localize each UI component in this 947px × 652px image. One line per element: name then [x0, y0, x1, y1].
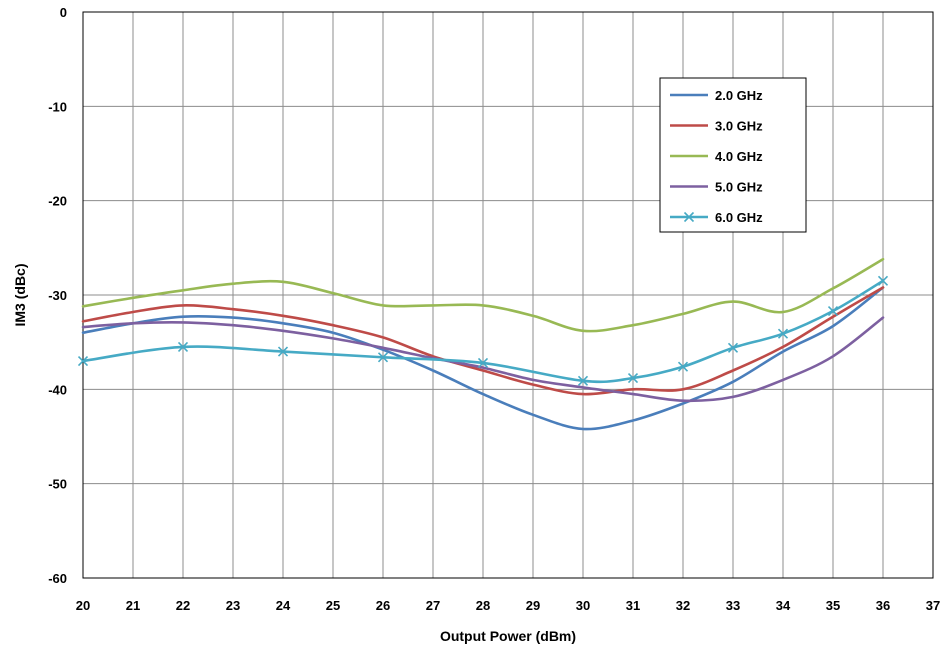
x-tick-label: 27	[426, 598, 440, 613]
x-tick-label: 35	[826, 598, 840, 613]
series-marker-6-0-ghz	[577, 375, 589, 386]
y-tick-label: 0	[60, 5, 67, 20]
x-tick-label: 37	[926, 598, 940, 613]
x-tick-label: 28	[476, 598, 490, 613]
series-line-5-0-ghz	[81, 316, 885, 403]
series-marker-6-0-ghz	[177, 341, 189, 352]
series-line-4-0-ghz	[81, 257, 885, 333]
legend-label: 6.0 GHz	[715, 210, 763, 225]
y-tick-label: -30	[48, 288, 67, 303]
x-tick-label: 31	[626, 598, 640, 613]
series-line-2-0-ghz	[81, 286, 885, 431]
x-tick-label: 29	[526, 598, 540, 613]
series-marker-6-0-ghz	[627, 372, 639, 384]
x-tick-label: 22	[176, 598, 190, 613]
y-tick-label: -40	[48, 382, 67, 397]
legend-item-3-0-ghz: 3.0 GHz	[670, 119, 763, 134]
legend-item-5-0-ghz: 5.0 GHz	[670, 180, 763, 195]
x-tick-label: 23	[226, 598, 240, 613]
legend-item-6-0-ghz: 6.0 GHz	[670, 210, 763, 225]
legend-item-2-0-ghz: 2.0 GHz	[670, 88, 763, 103]
legend-item-4-0-ghz: 4.0 GHz	[670, 149, 763, 164]
x-tick-label: 24	[276, 598, 291, 613]
series-line-3-0-ghz	[81, 286, 885, 396]
series-marker-6-0-ghz	[727, 342, 739, 353]
legend: 2.0 GHz 3.0 GHz 4.0 GHz 5.0 GHz 6.0 GHz	[659, 77, 807, 233]
legend-label: 3.0 GHz	[715, 119, 763, 134]
series-marker-6-0-ghz	[777, 328, 789, 339]
y-tick-label: -60	[48, 571, 67, 586]
x-tick-label: 30	[576, 598, 590, 613]
y-tick-label: -20	[48, 194, 67, 209]
plot-area-frame	[82, 11, 934, 579]
series-marker-6-0-ghz	[77, 355, 89, 367]
x-tick-label: 32	[676, 598, 690, 613]
series-marker-6-0-ghz	[477, 357, 489, 368]
series-marker-6-0-ghz	[277, 346, 289, 357]
series-lines	[77, 257, 889, 431]
x-tick-labels: 20 21 22 23 24 25 26 27 28 29 30 31 32 33 34 35 36 37	[76, 598, 940, 613]
x-axis-title: Output Power (dBm)	[440, 628, 576, 644]
y-axis-title: IM3 (dBc)	[12, 264, 28, 327]
series-marker-6-0-ghz	[377, 352, 389, 363]
x-tick-label: 21	[126, 598, 140, 613]
y-tick-labels: 0 -10 -20 -30 -40 -50 -60	[48, 5, 67, 586]
x-tick-label: 20	[76, 598, 90, 613]
series-marker-6-0-ghz	[877, 275, 889, 286]
x-tick-label: 25	[326, 598, 340, 613]
x-tick-label: 33	[726, 598, 740, 613]
x-tick-label: 26	[376, 598, 390, 613]
x-tick-label: 34	[776, 598, 791, 613]
y-tick-label: -10	[48, 99, 67, 114]
legend-label: 2.0 GHz	[715, 88, 763, 103]
series-marker-6-0-ghz	[827, 305, 839, 317]
legend-label: 5.0 GHz	[715, 180, 763, 195]
series-marker-6-0-ghz	[677, 361, 689, 372]
legend-label: 4.0 GHz	[715, 149, 763, 164]
x-tick-label: 36	[876, 598, 890, 613]
y-tick-label: -50	[48, 477, 67, 492]
